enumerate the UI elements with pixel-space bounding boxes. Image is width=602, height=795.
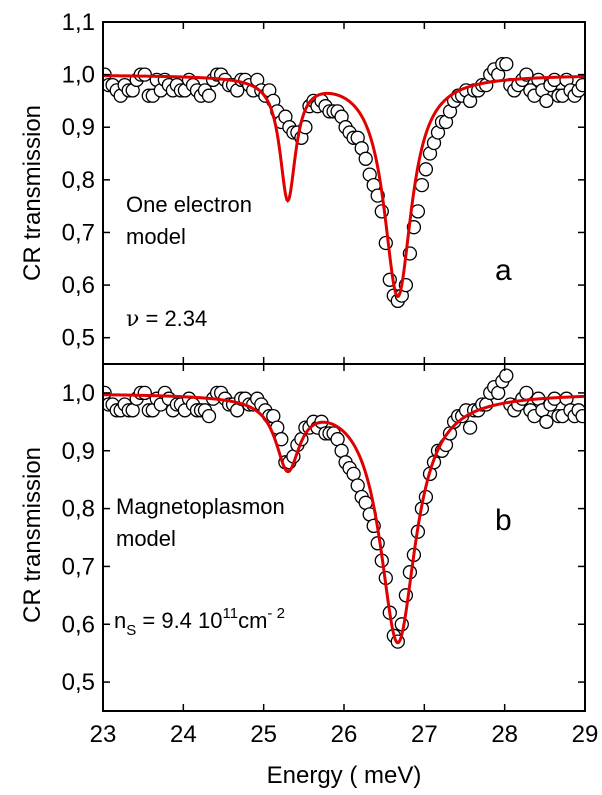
x-tick-label: 23 xyxy=(90,721,117,748)
y-tick-label: 0,9 xyxy=(62,438,95,465)
panel-b: 0,50,60,70,80,91,0 Magnetoplasmon model … xyxy=(62,364,586,711)
panel-a-param: ν = 2.34 xyxy=(126,306,207,332)
panel-a-param-value: = 2.34 xyxy=(139,306,207,331)
x-axis-title: Energy ( meV) xyxy=(267,762,422,789)
data-point xyxy=(499,368,514,383)
y-tick-label: 1,1 xyxy=(62,9,95,36)
data-point xyxy=(137,385,152,401)
panel-b-annotation-line-1: Magnetoplasmon xyxy=(116,494,285,519)
y-tick-label: 1,0 xyxy=(62,62,95,89)
data-point xyxy=(414,177,430,193)
panel-a-letter: a xyxy=(495,254,512,287)
x-tick-label: 29 xyxy=(572,721,599,748)
data-point xyxy=(418,162,434,177)
x-tick-label: 25 xyxy=(250,721,277,748)
y-tick-label: 0,7 xyxy=(62,553,95,580)
panel-b-param-unit: cm xyxy=(238,608,267,633)
data-point xyxy=(201,88,217,103)
panel-a-annotation-line-2: model xyxy=(126,224,186,249)
panel-a-annotation-line-1: One electron xyxy=(126,192,252,217)
data-point xyxy=(201,408,217,424)
y-tick-label: 0,6 xyxy=(62,611,95,638)
y-tick-label: 0,6 xyxy=(62,272,95,299)
y-tick-label: 0,5 xyxy=(62,325,95,352)
nu-symbol: ν xyxy=(126,307,139,332)
panel-b-fit-curve xyxy=(103,393,585,645)
y-tick-label: 0,5 xyxy=(62,669,95,696)
x-tick-labels: 23 24 25 26 27 28 29 xyxy=(90,721,599,748)
y-tick-label: 1,0 xyxy=(62,380,95,407)
data-point xyxy=(499,56,514,72)
data-point xyxy=(462,420,478,435)
panel-a: 0,5 0,6 0,7 0,8 0,9 1,0 1,1 One electron model… xyxy=(62,9,586,364)
panel-a-points xyxy=(103,56,585,309)
y-tick-label: 0,7 xyxy=(62,219,95,246)
panel-b-points xyxy=(103,368,585,649)
data-point xyxy=(410,204,426,219)
data-point xyxy=(378,235,393,251)
panel-b-letter: b xyxy=(495,504,512,537)
data-point xyxy=(547,72,562,88)
panel-b-param-main: = 9.4 10 xyxy=(136,608,222,633)
data-point xyxy=(575,408,585,424)
data-point xyxy=(539,414,554,429)
data-point xyxy=(575,77,585,93)
data-point xyxy=(539,93,554,109)
panel-b-param-exp: 11 xyxy=(223,605,239,622)
x-tick-label: 28 xyxy=(491,721,518,748)
data-point xyxy=(370,536,385,551)
panel-a-fit-curve xyxy=(103,74,585,299)
panel-b-param-unit-exp: - 2 xyxy=(267,605,285,622)
x-tick-label: 27 xyxy=(411,721,438,748)
x-tick-label: 26 xyxy=(331,721,358,748)
y-axis-title-b: CR transmission xyxy=(19,447,46,623)
y-axis-title-a: CR transmission xyxy=(19,105,46,281)
y-tick-label: 0,8 xyxy=(62,496,95,523)
plot-frame xyxy=(102,21,586,712)
y-tick-label: 0,9 xyxy=(62,114,95,141)
panel-b-annotation-line-2: model xyxy=(116,526,176,551)
data-point xyxy=(358,151,373,166)
x-tick-label: 24 xyxy=(170,721,197,748)
panel-a-ticks: 0,5 0,6 0,7 0,8 0,9 1,0 1,1 xyxy=(62,9,586,364)
panel-b-param-sub: S xyxy=(126,622,136,639)
panel-b-param-n: n xyxy=(114,608,126,633)
data-point xyxy=(519,385,534,401)
panel-b-param: nS = 9.4 1011cm- 2 xyxy=(114,605,285,639)
panel-b-ticks: 0,5 0,6 0,7 0,8 0,9 1,0 xyxy=(62,364,586,711)
y-tick-label: 0,8 xyxy=(62,167,95,194)
